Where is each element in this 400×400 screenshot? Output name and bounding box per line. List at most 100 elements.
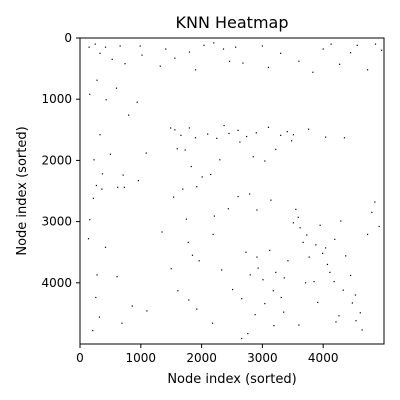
heatmap-point <box>334 238 336 240</box>
heatmap-point <box>283 311 285 313</box>
heatmap-point <box>302 241 304 244</box>
heatmap-point <box>313 280 315 283</box>
heatmap-point <box>96 274 98 276</box>
heatmap-point <box>280 52 282 54</box>
y-tick-label: 1000 <box>41 92 72 106</box>
heatmap-point <box>146 310 148 312</box>
heatmap-point <box>292 134 295 136</box>
heatmap-point <box>249 193 251 195</box>
heatmap-point <box>174 57 176 59</box>
heatmap-point <box>356 44 358 46</box>
heatmap-point <box>235 46 237 48</box>
heatmap-point <box>261 45 263 47</box>
heatmap-point <box>326 263 329 266</box>
heatmap-point <box>94 43 96 45</box>
heatmap-point <box>104 246 107 248</box>
heatmap-point <box>262 279 264 281</box>
y-tick-label: 0 <box>64 31 72 45</box>
heatmap-point <box>122 174 124 176</box>
heatmap-point <box>121 322 123 324</box>
heatmap-point <box>299 227 301 229</box>
heatmap-point <box>89 93 91 95</box>
heatmap-point <box>361 329 363 331</box>
heatmap-point <box>242 62 244 64</box>
heatmap-point <box>95 184 98 187</box>
heatmap-point <box>216 137 218 139</box>
chart-title: KNN Heatmap <box>175 13 288 32</box>
heatmap-point <box>241 298 243 300</box>
plot-area <box>79 37 385 345</box>
heatmap-point <box>184 149 186 151</box>
heatmap-point <box>298 324 300 326</box>
heatmap-points <box>87 42 383 340</box>
heatmap-point <box>137 180 139 182</box>
heatmap-point <box>136 101 138 103</box>
heatmap-point <box>322 48 324 50</box>
heatmap-point <box>194 69 197 71</box>
heatmap-point <box>198 260 200 262</box>
heatmap-point <box>256 209 258 211</box>
heatmap-point <box>286 131 288 133</box>
heatmap-point <box>159 65 161 67</box>
heatmap-point <box>359 312 361 314</box>
heatmap-point <box>96 79 98 81</box>
heatmap-point <box>223 124 225 127</box>
heatmap-point <box>92 329 94 332</box>
heatmap-point <box>105 99 107 101</box>
heatmap-point <box>380 49 383 51</box>
y-tick-label: 3000 <box>41 215 72 229</box>
heatmap-point <box>169 127 172 129</box>
heatmap-point <box>351 302 353 304</box>
heatmap-point <box>196 308 198 310</box>
heatmap-point <box>264 160 266 162</box>
heatmap-point <box>374 43 377 45</box>
heatmap-point <box>117 186 119 188</box>
heatmap-point <box>119 45 121 47</box>
y-axis-label: Node index (sorted) <box>15 126 30 255</box>
heatmap-point <box>111 58 113 61</box>
heatmap-point <box>343 137 346 139</box>
heatmap-point <box>177 290 179 292</box>
heatmap-point <box>99 134 101 136</box>
heatmap-point <box>378 225 380 228</box>
heatmap-point <box>290 140 293 142</box>
heatmap-point <box>99 52 101 54</box>
heatmap-point <box>257 267 259 269</box>
heatmap-point <box>139 45 141 47</box>
heatmap-point <box>339 63 341 65</box>
heatmap-point <box>329 271 331 273</box>
heatmap-point <box>366 69 369 71</box>
heatmap-point <box>88 46 90 48</box>
heatmap-point <box>109 153 111 155</box>
heatmap-point <box>221 269 223 271</box>
heatmap-point <box>287 260 289 262</box>
heatmap-point <box>188 299 190 301</box>
heatmap-point <box>92 197 94 199</box>
heatmap-point <box>245 251 247 253</box>
heatmap-point <box>176 148 178 150</box>
heatmap-point <box>174 129 176 131</box>
heatmap-point <box>201 176 203 178</box>
heatmap-point <box>124 63 126 65</box>
heatmap-point <box>333 280 335 283</box>
heatmap-point <box>298 60 300 62</box>
heatmap-point <box>196 186 198 188</box>
heatmap-point <box>267 66 270 68</box>
heatmap-point <box>98 316 101 318</box>
heatmap-point <box>275 271 277 273</box>
heatmap-point <box>275 148 277 150</box>
heatmap-point <box>145 152 147 154</box>
heatmap-point <box>366 233 369 236</box>
heatmap-point <box>371 211 373 214</box>
heatmap-point <box>194 137 197 139</box>
heatmap-point <box>89 219 91 221</box>
heatmap-point <box>325 247 327 249</box>
heatmap-point <box>123 186 125 188</box>
heatmap-point <box>101 173 104 175</box>
heatmap-point <box>295 208 297 210</box>
heatmap-point <box>355 320 357 322</box>
heatmap-point <box>273 325 275 327</box>
heatmap-point <box>188 127 191 129</box>
heatmap-point <box>325 136 327 138</box>
x-tick-label: 1000 <box>126 351 157 365</box>
